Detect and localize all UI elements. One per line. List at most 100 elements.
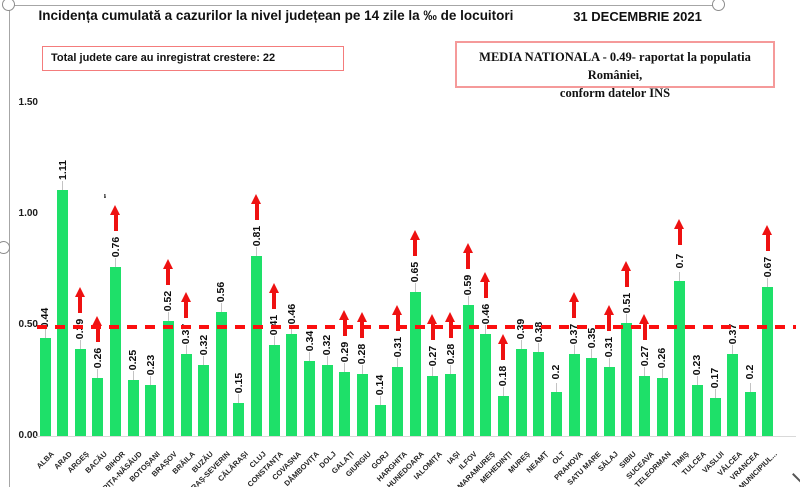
value-label-sălaj: 0.31 <box>603 336 616 358</box>
value-leader-line <box>150 376 152 385</box>
value-leader-line <box>538 343 540 352</box>
bar-vrancea <box>744 392 756 436</box>
ytick-1-50: 1.50 <box>18 97 38 108</box>
bar-dolj <box>321 365 333 436</box>
chart-title: Incidența cumulată a cazurilor la nivel … <box>38 8 514 23</box>
value-label-argeș: 0.39 <box>74 318 87 340</box>
value-label-municipiul...: 0.67 <box>761 256 774 278</box>
resize-handle-top-right[interactable] <box>712 0 725 11</box>
bar-gorj <box>374 405 386 436</box>
value-label-călărași: 0.15 <box>232 372 245 394</box>
arrow-head-icon <box>445 312 456 322</box>
arrow-stem <box>254 204 259 220</box>
arrow-stem <box>501 344 506 360</box>
ytick-0-00: 0.00 <box>18 430 38 441</box>
bar-prahova <box>568 354 580 436</box>
value-leader-line <box>732 345 734 354</box>
value-leader-line <box>485 325 487 334</box>
increase-arrow-timiș <box>674 219 685 245</box>
value-leader-line <box>185 345 187 354</box>
value-leader-line <box>256 247 258 256</box>
increase-arrow-mehedinți <box>497 334 509 360</box>
value-leader-line <box>62 181 64 190</box>
value-leader-line <box>432 367 434 376</box>
arrow-head-icon <box>621 261 632 271</box>
bar-covasna <box>286 334 298 436</box>
value-label-botoșani: 0.23 <box>144 354 157 376</box>
bar-alba <box>39 338 51 436</box>
arrow-head-icon <box>251 194 262 204</box>
bar-municipiul... <box>762 287 774 436</box>
arrow-head-icon <box>74 287 85 297</box>
bar-neamț <box>533 352 545 436</box>
bar-galați <box>339 372 351 436</box>
value-leader-line <box>44 329 46 338</box>
value-label-cluj: 0.81 <box>250 225 263 247</box>
national-average-line2: conform datelor INS <box>559 86 671 101</box>
resize-handle-top-left[interactable] <box>2 0 15 11</box>
value-label-bihor: 0.76 <box>109 236 122 258</box>
value-leader-line <box>467 296 469 305</box>
arrow-head-icon <box>427 314 438 324</box>
arrow-head-icon <box>762 225 773 235</box>
value-leader-line <box>309 352 310 361</box>
arrow-stem <box>166 269 171 285</box>
arrow-stem <box>360 322 365 338</box>
arrow-head-icon <box>180 292 191 302</box>
resize-cursor-mark <box>792 473 800 483</box>
value-label-harghita: 0.31 <box>391 336 404 358</box>
arrow-head-icon <box>110 205 121 215</box>
national-average-callout-box: MEDIA NATIONALA - 0.49- raportat la popu… <box>455 41 775 100</box>
bar-giurgiu <box>356 374 368 436</box>
bar-mureș <box>515 349 527 436</box>
increase-arrow-brașov <box>162 259 174 285</box>
value-label-mehedinți: 0.18 <box>497 365 510 387</box>
bar-ilfov <box>462 305 474 436</box>
arrow-stem <box>95 326 100 342</box>
selection-frame-top-line <box>9 5 720 6</box>
value-label-hunedoara: 0.65 <box>409 261 422 283</box>
value-leader-line <box>626 314 628 323</box>
arrow-stem <box>572 302 577 318</box>
bar-sălaj <box>603 367 615 436</box>
increase-arrow-ilfov <box>462 243 474 269</box>
growth-callout-box: Total judete care au inregistrat crester… <box>42 46 344 71</box>
increase-arrow-bacău <box>92 316 103 342</box>
arrow-stem <box>765 235 770 251</box>
arrow-stem <box>430 324 435 340</box>
value-label-vâlcea: 0.37 <box>726 323 739 345</box>
increase-arrow-argeș <box>74 287 86 313</box>
value-leader-line <box>608 358 610 367</box>
increase-arrow-sibiu <box>621 261 632 287</box>
footnote-marker: ‴ <box>103 194 111 198</box>
arrow-stem <box>113 215 118 231</box>
resize-handle-left-middle[interactable] <box>0 241 10 254</box>
value-leader-line <box>555 383 557 392</box>
bar-buzău <box>198 365 210 436</box>
value-label-gorj: 0.14 <box>374 374 387 396</box>
value-label-galați: 0.29 <box>338 341 351 363</box>
value-leader-line <box>661 369 663 378</box>
bar-bihor <box>110 267 122 436</box>
value-leader-line <box>291 325 293 334</box>
value-label-tulcea: 0.23 <box>691 354 704 376</box>
bar-mehedinți <box>497 396 509 436</box>
bar-timiș <box>674 281 686 436</box>
value-label-prahova: 0.37 <box>568 323 581 345</box>
value-leader-line <box>591 349 593 358</box>
arrow-head-icon <box>339 310 350 320</box>
bar-suceava <box>639 376 651 436</box>
arrow-stem <box>607 315 612 331</box>
bar-harghita <box>392 367 404 436</box>
increase-arrow-harghita <box>392 305 403 331</box>
value-leader-line <box>397 358 399 367</box>
value-leader-line <box>502 387 504 396</box>
value-leader-line <box>167 312 169 321</box>
x-axis-line <box>36 436 796 437</box>
value-label-neamț: 0.38 <box>532 321 545 343</box>
value-label-buzău: 0.32 <box>197 334 210 356</box>
value-label-teleorman: 0.26 <box>656 347 669 369</box>
bar-argeș <box>74 349 86 436</box>
value-leader-line <box>115 258 117 267</box>
